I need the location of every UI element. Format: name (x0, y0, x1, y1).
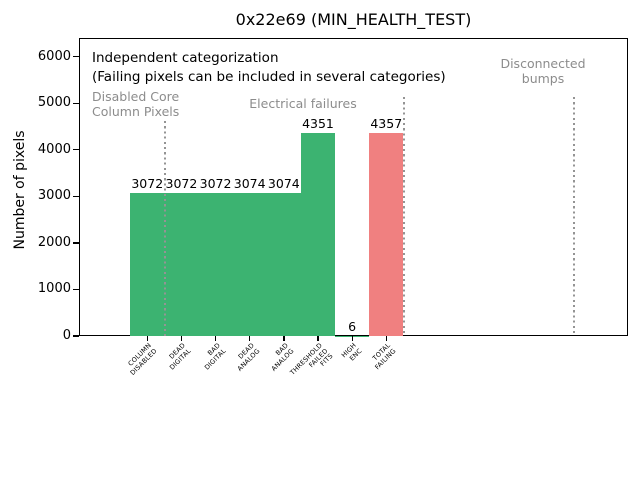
y-tick-3000 (73, 195, 79, 197)
y-tick-2000 (73, 242, 79, 244)
annotation-disconnected: Disconnected bumps (500, 56, 586, 86)
separator-line-3 (573, 97, 575, 336)
x-tick-bad-analog (283, 336, 285, 341)
y-tick-label-0: 0 (62, 328, 71, 343)
x-tick-high-enc (351, 336, 353, 341)
annotation-failing-pixels-can-be-included-in-several-categories: (Failing pixels can be included in sever… (92, 69, 446, 85)
separator-line-2 (403, 97, 406, 336)
y-tick-label-6000: 6000 (37, 48, 71, 64)
bar-dead-analog (232, 192, 267, 336)
chart-title: 0x22e69 (MIN_HEALTH_TEST) (235, 10, 472, 29)
bar-bad-digital (198, 192, 233, 336)
bar-value-label-total-failing: 4357 (370, 116, 403, 132)
y-tick-5000 (73, 102, 79, 104)
annotation-disabled-core: Disabled Core Column Pixels (92, 89, 180, 119)
bar-value-label-dead-analog: 3074 (233, 175, 266, 191)
separator-line-1 (164, 121, 167, 336)
y-tick-6000 (73, 56, 79, 58)
bar-value-label-bad-digital: 3072 (199, 175, 232, 191)
y-tick-label-3000: 3000 (37, 188, 71, 204)
bar-value-label-bad-analog: 3074 (267, 175, 300, 191)
bar-value-label-dead-digital: 3072 (165, 175, 198, 191)
y-tick-4000 (73, 149, 79, 151)
bar-threshold-failed-fits (300, 133, 336, 336)
y-tick-label-5000: 5000 (37, 95, 71, 111)
x-tick-threshold-failed-fits (317, 336, 319, 341)
annotation-independent-categorization: Independent categorization (92, 50, 279, 66)
bar-column-disabled (130, 192, 165, 336)
y-tick-1000 (73, 288, 79, 291)
y-tick-0 (73, 335, 79, 337)
bar-total-failing (369, 133, 404, 336)
x-tick-column-disabled (146, 336, 148, 341)
y-tick-label-4000: 4000 (37, 141, 71, 157)
bar-value-label-column-disabled: 3072 (131, 175, 164, 191)
bar-dead-digital (164, 192, 199, 336)
bar-bad-analog (266, 192, 301, 336)
annotation-electrical-failures: Electrical failures (249, 96, 357, 111)
x-tick-total-failing (385, 336, 387, 341)
y-tick-label-1000: 1000 (37, 281, 71, 297)
x-tick-dead-analog (249, 336, 251, 341)
bar-value-label-high-enc: 6 (348, 318, 357, 334)
x-tick-bad-digital (214, 336, 217, 341)
y-tick-label-2000: 2000 (37, 234, 71, 250)
bar-value-label-threshold-failed-fits: 4351 (302, 116, 334, 132)
x-tick-dead-digital (180, 336, 183, 341)
